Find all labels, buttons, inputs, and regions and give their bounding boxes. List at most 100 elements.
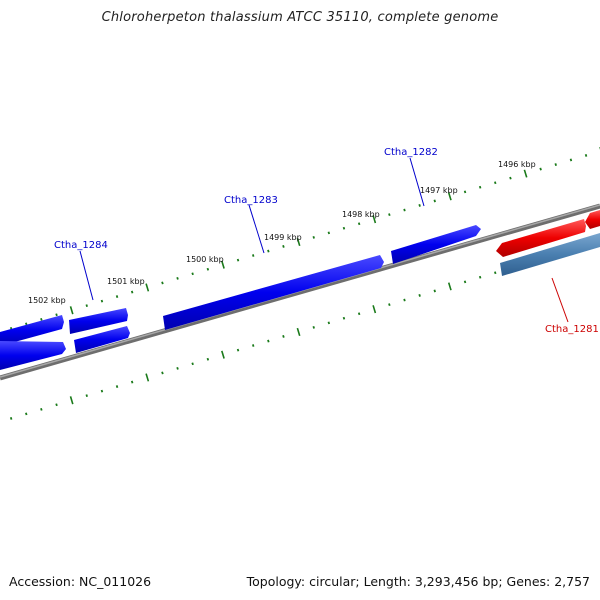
outer-scale-minor-tick xyxy=(388,213,391,217)
leader-line-ctha-1284 xyxy=(79,250,94,301)
inner-scale-major-tick xyxy=(296,327,301,337)
outer-scale-major-tick xyxy=(145,283,150,292)
kbp-label-1497: 1497 kbp xyxy=(420,186,458,195)
gene-arrow-ctha-1282[interactable] xyxy=(391,225,481,264)
outer-scale-minor-tick xyxy=(539,167,542,171)
outer-scale-minor-tick xyxy=(55,313,58,317)
kbp-label-1500: 1500 kbp xyxy=(186,255,224,264)
outer-scale-minor-tick xyxy=(509,176,512,180)
gene-arrow-other-feature[interactable] xyxy=(500,233,600,276)
outer-scale-minor-tick xyxy=(327,231,331,235)
outer-scale-major-tick xyxy=(447,192,452,201)
inner-scale-minor-tick xyxy=(176,366,179,370)
gene-label-leaders xyxy=(79,157,569,323)
outer-scale-minor-tick xyxy=(418,204,421,207)
gene-label-ctha-1281[interactable]: Ctha_1281 xyxy=(545,324,599,335)
accession-text: Accession: NC_011026 xyxy=(9,574,152,589)
inner-scale-minor-tick xyxy=(9,417,13,420)
kbp-labels: 1502 kbp 1501 kbp 1500 kbp 1499 kbp 1498… xyxy=(28,160,536,305)
inner-scale-minor-tick xyxy=(55,403,58,407)
gene-arrow-ctha-1285-b[interactable] xyxy=(0,341,66,370)
kbp-label-1499: 1499 kbp xyxy=(264,233,302,242)
gene-labels: Ctha_1284 Ctha_1283 Ctha_1282 Ctha_1281 xyxy=(54,147,599,335)
outer-scale-minor-tick xyxy=(236,258,240,262)
gene-arrow-ctha-1283[interactable] xyxy=(163,255,384,330)
outer-scale-minor-tick xyxy=(494,181,497,185)
inner-scale-major-tick xyxy=(372,305,377,314)
gene-arrow-ctha-1280[interactable] xyxy=(585,210,600,229)
outer-scale-minor-tick xyxy=(191,272,194,276)
outer-scale-major-tick xyxy=(69,306,74,315)
forward-genes xyxy=(0,225,481,346)
inner-scale-minor-tick xyxy=(130,380,134,384)
outer-scale-minor-tick xyxy=(267,249,270,253)
outer-scale-minor-tick xyxy=(403,208,406,212)
inner-scale-major-tick xyxy=(69,396,74,405)
outer-scale-minor-tick xyxy=(161,281,164,285)
outer-scale-minor-tick xyxy=(569,158,573,162)
outer-scale-minor-tick xyxy=(554,163,557,166)
outer-scale-minor-tick xyxy=(282,245,285,248)
inner-scale-minor-tick xyxy=(342,316,346,320)
kbp-label-1502: 1502 kbp xyxy=(28,296,66,305)
leader-line-ctha-1283 xyxy=(248,204,265,254)
outer-scale-minor-tick xyxy=(312,235,315,239)
outer-scale-minor-tick xyxy=(176,276,179,280)
inner-scale-minor-tick xyxy=(267,339,270,343)
inner-scale-major-tick xyxy=(447,282,452,291)
inner-scale-major-tick xyxy=(221,350,225,359)
outer-scale-minor-tick xyxy=(100,299,104,303)
inner-scale-minor-tick xyxy=(433,289,436,293)
outer-scale-minor-tick xyxy=(25,322,28,326)
leader-line-ctha-1282 xyxy=(409,157,425,207)
inner-scale-minor-tick xyxy=(478,275,482,279)
outer-scale-major-tick xyxy=(523,169,528,178)
outer-scale-major-tick xyxy=(296,237,301,247)
outer-scale-minor-tick xyxy=(357,222,361,226)
page-title: Chloroherpeton thalassium ATCC 35110, co… xyxy=(101,10,499,25)
gene-label-ctha-1284[interactable]: Ctha_1284 xyxy=(54,240,108,251)
outer-scale-minor-tick xyxy=(252,254,255,257)
outer-scale-minor-tick xyxy=(342,226,346,230)
outer-scale-minor-tick xyxy=(478,185,482,189)
inner-scale-minor-tick xyxy=(327,321,331,325)
outer-scale-ticks xyxy=(9,147,600,330)
inner-scale-minor-tick xyxy=(161,371,164,375)
inner-scale-minor-tick xyxy=(115,385,119,388)
kbp-label-1496: 1496 kbp xyxy=(498,160,536,169)
inner-scale-minor-tick xyxy=(236,348,240,352)
genome-summary-text: Topology: circular; Length: 3,293,456 bp… xyxy=(246,574,590,589)
inner-scale-major-tick xyxy=(145,373,150,382)
outer-scale-minor-tick xyxy=(584,154,588,157)
inner-scale-minor-tick xyxy=(40,407,43,411)
kbp-label-1498: 1498 kbp xyxy=(342,210,380,219)
inner-scale-minor-tick xyxy=(100,389,104,393)
inner-scale-minor-tick xyxy=(252,344,255,347)
inner-scale-minor-tick xyxy=(312,325,315,329)
gene-arrow-ctha-1281[interactable] xyxy=(496,219,586,257)
inner-scale-minor-tick xyxy=(25,412,28,416)
gene-arrow-ctha-1285-forward[interactable] xyxy=(0,315,64,346)
outer-scale-minor-tick xyxy=(85,304,88,308)
gene-arrow-ctha-1284-a[interactable] xyxy=(69,308,128,334)
reverse-genes xyxy=(0,210,600,370)
inner-scale-minor-tick xyxy=(463,280,467,284)
inner-scale-minor-tick xyxy=(282,335,285,338)
outer-scale-minor-tick xyxy=(40,317,43,321)
gene-arrow-ctha-1284-b[interactable] xyxy=(74,326,130,353)
inner-scale-minor-tick xyxy=(494,271,497,275)
gene-label-ctha-1282[interactable]: Ctha_1282 xyxy=(384,147,438,158)
outer-scale-minor-tick xyxy=(463,190,467,194)
leader-line-ctha-1281 xyxy=(551,277,569,323)
outer-scale-minor-tick xyxy=(433,199,436,203)
outer-scale-major-tick xyxy=(372,215,377,224)
inner-scale-minor-tick xyxy=(418,294,421,297)
inner-scale-minor-tick xyxy=(206,357,210,361)
kbp-label-1501: 1501 kbp xyxy=(107,277,145,286)
gene-label-ctha-1283[interactable]: Ctha_1283 xyxy=(224,195,278,206)
inner-scale-minor-tick xyxy=(403,298,406,302)
inner-scale-minor-tick xyxy=(357,312,361,316)
outer-scale-minor-tick xyxy=(206,267,210,271)
